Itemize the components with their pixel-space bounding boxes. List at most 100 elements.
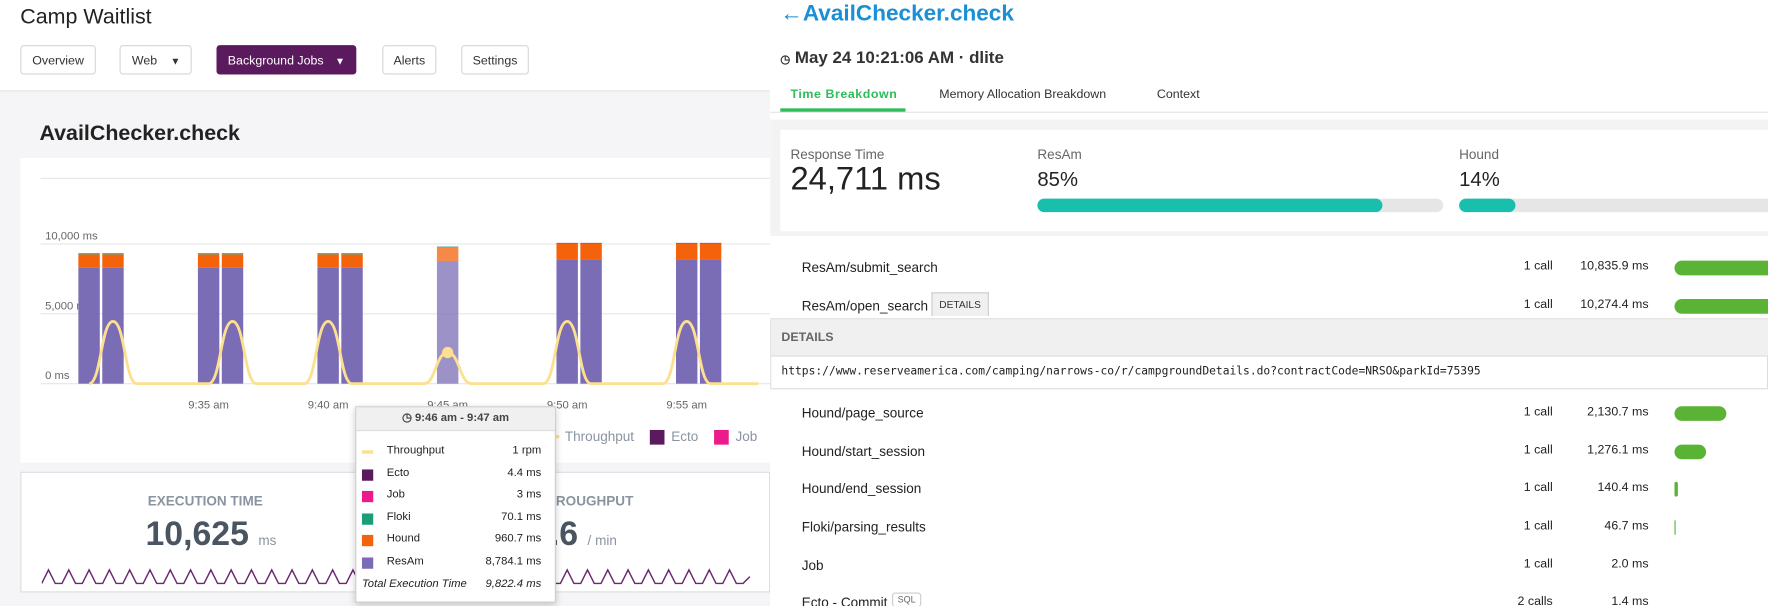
bar-segment bbox=[197, 254, 220, 268]
tooltip-value: 70.1 ms bbox=[501, 510, 542, 524]
bar-segment bbox=[221, 254, 244, 268]
tab-active[interactable]: Time Breakdown bbox=[790, 88, 898, 102]
row-time: 2,130.7 ms bbox=[1587, 405, 1649, 419]
row-name: Floki/parsing_results bbox=[801, 519, 926, 535]
bar-segment bbox=[197, 253, 220, 255]
details-header bbox=[771, 319, 1768, 357]
bar-segment bbox=[436, 247, 459, 261]
row-bar bbox=[1674, 406, 1727, 421]
row-calls: 1 call bbox=[1523, 519, 1553, 533]
row-time: 10,835.9 ms bbox=[1580, 259, 1649, 274]
tooltip: ◷ 9:46 am - 9:47 am Total Execution Time… bbox=[355, 406, 556, 603]
tooltip-row: Floki 70.1 ms bbox=[361, 510, 542, 531]
nav-tab-active[interactable]: Background Jobs ▼ bbox=[216, 45, 357, 75]
tooltip-value: 4.4 ms bbox=[507, 466, 542, 480]
tab[interactable]: Context bbox=[1156, 88, 1200, 102]
summary-box bbox=[780, 129, 1768, 232]
row-time: 1,276.1 ms bbox=[1587, 443, 1649, 458]
tooltip-name: Job bbox=[386, 488, 405, 502]
nav-tab[interactable]: Settings bbox=[461, 45, 529, 75]
unit: ms bbox=[258, 532, 277, 549]
tooltip-value: 3 ms bbox=[516, 488, 542, 502]
bar-segment bbox=[699, 243, 722, 260]
chevron: ▼ bbox=[334, 55, 346, 67]
share-label: 85% bbox=[1037, 168, 1079, 191]
bar-segment bbox=[341, 253, 363, 255]
back-link[interactable]: ←AvailChecker.check bbox=[780, 1, 1014, 26]
row-calls: 1 call bbox=[1523, 557, 1553, 572]
share-bar bbox=[1459, 198, 1516, 213]
tooltip-name: Ecto bbox=[386, 466, 410, 480]
bar-segment bbox=[317, 253, 339, 255]
total-name: Total Execution Time bbox=[361, 577, 467, 591]
metric-label: Response Time bbox=[790, 146, 885, 163]
details-panel: DETAILS https://www.reserveamerica.com/c… bbox=[770, 318, 1768, 390]
tooltip-value: 960.7 ms bbox=[494, 532, 542, 546]
tooltip-name: Floki bbox=[386, 510, 411, 524]
bar-segment bbox=[317, 267, 339, 384]
share-track bbox=[1459, 198, 1768, 213]
bar-segment bbox=[580, 259, 602, 384]
row-calls: 2 calls bbox=[1517, 594, 1553, 606]
nav-tab[interactable]: Web ▼ bbox=[119, 45, 192, 75]
bar-segment bbox=[341, 254, 363, 268]
app-title: Camp Waitlist bbox=[20, 5, 152, 30]
unit: / min bbox=[587, 532, 617, 549]
row-calls: 1 call bbox=[1523, 405, 1553, 419]
y-tick-label: 0 ms bbox=[45, 370, 70, 382]
total-value: 9,822.4 ms bbox=[485, 577, 542, 591]
bar-segment bbox=[556, 243, 578, 260]
value: 10,625 bbox=[145, 515, 249, 553]
x-tick-label: 9:35 am bbox=[188, 400, 229, 412]
y-tick-label: 10,000 ms bbox=[45, 230, 98, 242]
bar-segment bbox=[102, 267, 124, 384]
summary-label: EXECUTION TIME bbox=[147, 493, 263, 509]
tooltip-swatch bbox=[361, 512, 374, 525]
row-name: ResAm/open_search bbox=[801, 297, 929, 314]
chevron: ▼ bbox=[170, 55, 181, 67]
sql-tag: SQL bbox=[891, 592, 922, 606]
tooltip-value: 8,784.1 ms bbox=[485, 554, 542, 568]
tooltip-swatch bbox=[361, 556, 374, 569]
details-button[interactable]: DETAILS bbox=[931, 292, 989, 316]
bar-segment bbox=[221, 267, 244, 384]
tooltip-range: 9:46 am - 9:47 am bbox=[415, 411, 510, 425]
row-name: Hound/end_session bbox=[801, 480, 922, 497]
nav-tab[interactable]: Alerts bbox=[382, 45, 437, 75]
row-time: 140.4 ms bbox=[1597, 480, 1649, 495]
sparkline-path bbox=[41, 568, 751, 585]
clock-icon: ◷ bbox=[780, 54, 791, 67]
nav-label: Background Jobs bbox=[227, 54, 324, 68]
row-name: Job bbox=[801, 557, 824, 574]
share-name: Hound bbox=[1459, 146, 1500, 163]
tooltip-row: Job 3 ms bbox=[361, 488, 542, 509]
legend-label: Job bbox=[735, 429, 757, 444]
row-bar bbox=[1674, 444, 1706, 460]
legend-label: Ecto bbox=[671, 429, 698, 444]
sparkline bbox=[41, 568, 751, 585]
row-time: 1.4 ms bbox=[1611, 594, 1649, 606]
row-bar bbox=[1674, 520, 1676, 535]
row-calls: 1 call bbox=[1523, 480, 1553, 495]
x-tick-label: 9:55 am bbox=[666, 400, 707, 412]
row-time: 46.7 ms bbox=[1604, 519, 1649, 533]
tooltip-swatch bbox=[361, 468, 374, 481]
tooltip-swatch bbox=[361, 490, 374, 503]
row-calls: 1 call bbox=[1523, 259, 1553, 274]
row-name: Hound/page_source bbox=[801, 405, 924, 421]
legend-swatch bbox=[714, 429, 729, 445]
throughput-line bbox=[88, 320, 759, 386]
tooltip-swatch bbox=[361, 534, 374, 547]
x-tick-label: 9:40 am bbox=[308, 400, 349, 412]
tab[interactable]: Memory Allocation Breakdown bbox=[939, 88, 1107, 102]
bar-segment bbox=[102, 254, 124, 268]
nav-tab[interactable]: Overview bbox=[20, 45, 96, 75]
tooltip-name: Throughput bbox=[386, 444, 445, 458]
bar-segment bbox=[556, 242, 578, 244]
bar-segment bbox=[699, 242, 722, 244]
details-url[interactable]: https://www.reserveamerica.com/camping/n… bbox=[781, 365, 1481, 379]
bar-segment bbox=[675, 242, 698, 244]
row-name: Hound/start_session bbox=[801, 443, 926, 460]
